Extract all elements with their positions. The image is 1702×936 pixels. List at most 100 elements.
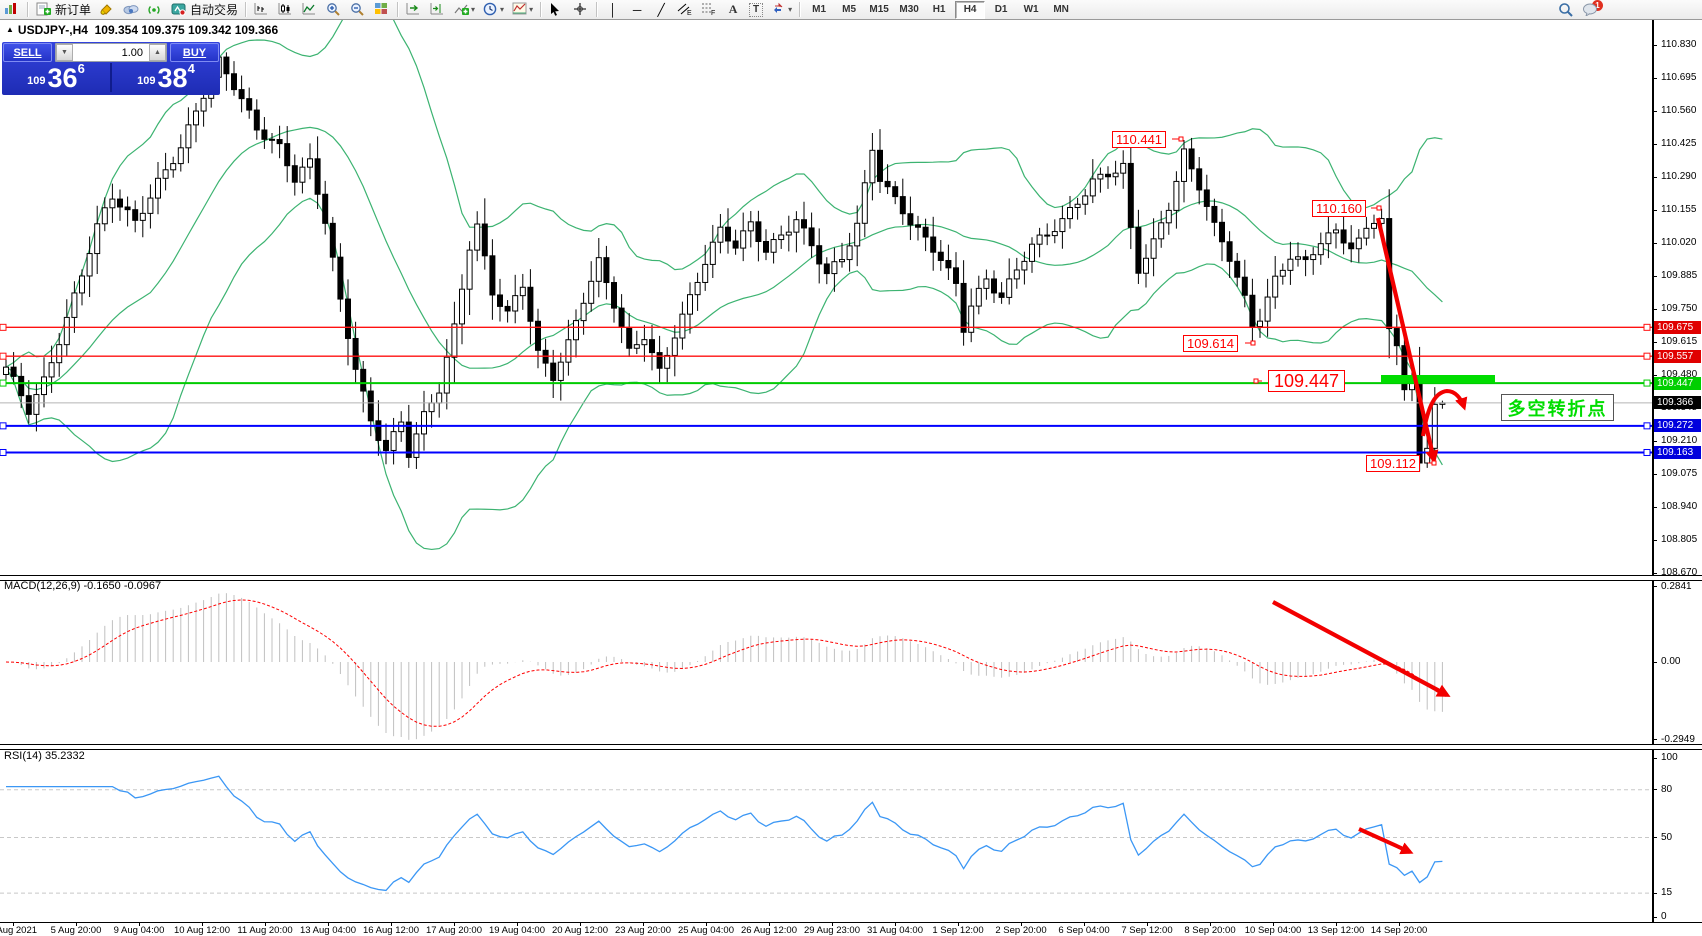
time-tick — [391, 923, 392, 926]
signals-button[interactable] — [144, 0, 166, 19]
line-anchor-left[interactable] — [0, 352, 7, 360]
annotation-arrows[interactable] — [1272, 217, 1468, 855]
chevron-down-icon[interactable]: ▾ — [500, 5, 505, 14]
chart-shift-button[interactable] — [427, 0, 449, 19]
tab-m15[interactable]: M15 — [869, 4, 889, 15]
charts-button[interactable] — [1, 0, 23, 19]
fibonacci-tool[interactable]: F — [698, 0, 720, 19]
line-anchor-right[interactable] — [1643, 352, 1651, 360]
line-anchor-right[interactable] — [1643, 422, 1651, 430]
auto-trading-button[interactable]: 自动交易 — [168, 0, 241, 19]
price-tick-label: 109.480 — [1661, 369, 1698, 380]
collapse-panel-icon[interactable]: ▲ — [6, 25, 14, 34]
price-tick-label: 109.210 — [1661, 435, 1698, 446]
chevron-down-icon[interactable]: ▾ — [471, 5, 476, 14]
toolbar-separator — [27, 2, 29, 17]
rsi-line — [6, 775, 1443, 892]
rsi-indicator-label: RSI(14) 35.2332 — [4, 750, 85, 762]
price-badge-109.447: 109.447 — [1654, 376, 1701, 390]
chart-title: ▲ USDJPY-,H4 109.354 109.375 109.342 109.… — [6, 23, 278, 37]
pane-splitter-macd[interactable] — [0, 575, 1702, 581]
volume-increase-button[interactable]: ▲ — [149, 44, 166, 61]
text-tool[interactable]: A — [722, 0, 744, 19]
line-anchor-right[interactable] — [1643, 448, 1651, 456]
sell-button[interactable]: SELL — [3, 43, 52, 62]
indicators-icon — [454, 2, 470, 17]
notifications-button[interactable]: 1 — [1579, 0, 1603, 19]
time-tick — [1084, 923, 1085, 926]
equidistant-channel-tool[interactable]: E — [674, 0, 696, 19]
tab-w1[interactable]: W1 — [1023, 4, 1039, 15]
templates-button[interactable]: ▾ — [509, 0, 536, 19]
styler-button[interactable] — [96, 0, 118, 19]
buy-price[interactable]: 109 38 4 — [113, 61, 219, 92]
sell-price-prefix: 109 — [27, 75, 46, 87]
zoom-out-button[interactable] — [347, 0, 369, 19]
rsi-arrow[interactable] — [1358, 827, 1414, 855]
tile-windows-button[interactable] — [371, 0, 393, 19]
price-tick-label: 109.615 — [1661, 336, 1698, 347]
auto-scroll-button[interactable] — [403, 0, 425, 19]
vertical-line-tool[interactable]: │ — [602, 0, 624, 19]
new-order-button[interactable]: 新订单 — [33, 0, 94, 19]
cursor-tool-button[interactable] — [546, 0, 568, 19]
price-label-109447[interactable]: 109.447 — [1268, 370, 1346, 392]
indicators-button[interactable]: ▾ — [451, 0, 478, 19]
price-label-110441[interactable]: 110.441 — [1112, 131, 1167, 148]
search-button[interactable] — [1555, 0, 1577, 19]
time-axis[interactable]: 4 Aug 2021 5 Aug 20:00 9 Aug 04:00 10 Aug 1… — [0, 922, 1702, 936]
sell-price[interactable]: 109 36 6 — [3, 61, 109, 92]
auto-trading-icon — [171, 2, 187, 17]
tab-m1[interactable]: M1 — [812, 4, 827, 15]
bounce-arrow[interactable] — [1421, 388, 1468, 437]
price-axis-border — [1652, 20, 1654, 922]
periods-button[interactable]: ▾ — [480, 0, 507, 19]
crosshair-tool-button[interactable] — [570, 0, 592, 19]
line-anchor-left[interactable] — [0, 448, 7, 456]
tab-h4[interactable]: H4 — [955, 0, 986, 19]
price-tick — [1652, 242, 1657, 244]
tab-mn[interactable]: MN — [1053, 4, 1069, 15]
signal-icon — [147, 2, 163, 17]
candlestick-chart-button[interactable] — [275, 0, 297, 19]
time-label: 10 Sep 04:00 — [1244, 925, 1302, 936]
pane-splitter-rsi[interactable] — [0, 744, 1702, 750]
bar-chart-button[interactable] — [251, 0, 273, 19]
line-anchor-right[interactable] — [1643, 323, 1651, 331]
horizontal-line-tool[interactable]: ─ — [626, 0, 648, 19]
arrows-tool[interactable]: ▾ — [768, 0, 795, 19]
rsi-tick-label: 80 — [1661, 783, 1673, 795]
volume-decrease-button[interactable]: ▼ — [56, 44, 73, 61]
macd-arrow[interactable] — [1272, 600, 1451, 697]
turning-point-note[interactable]: 多空转折点 — [1501, 394, 1614, 421]
tab-h1[interactable]: H1 — [932, 4, 946, 15]
line-anchor-right[interactable] — [1643, 379, 1651, 387]
support-highlight-rect[interactable] — [1381, 375, 1495, 383]
line-chart-button[interactable] — [299, 0, 321, 19]
price-badge-109.557: 109.557 — [1654, 349, 1701, 363]
line-anchor-left[interactable] — [0, 323, 7, 331]
price-label-109614[interactable]: 109.614 — [1183, 335, 1238, 352]
toolbar-separator — [596, 2, 599, 17]
volume-value[interactable]: 1.00 — [73, 44, 149, 61]
line-anchor-left[interactable] — [0, 422, 7, 430]
price-tick — [1652, 506, 1657, 508]
buy-button[interactable]: BUY — [170, 43, 219, 62]
zoom-in-button[interactable] — [323, 0, 345, 19]
text-label-tool[interactable]: T — [746, 0, 766, 19]
line-anchor-left[interactable] — [0, 379, 7, 387]
trendline-tool[interactable]: ╱ — [650, 0, 672, 19]
community-button[interactable] — [120, 0, 142, 19]
chevron-down-icon[interactable]: ▾ — [529, 5, 534, 14]
tab-m5[interactable]: M5 — [842, 4, 857, 15]
tab-m30[interactable]: M30 — [899, 4, 919, 15]
chevron-down-icon[interactable]: ▾ — [788, 5, 793, 14]
tab-d1[interactable]: D1 — [994, 4, 1008, 15]
toolbar-separator — [799, 2, 802, 17]
price-label-110160[interactable]: 110.160 — [1312, 200, 1367, 217]
price-tick — [1652, 176, 1657, 178]
notification-badge: 1 — [1592, 0, 1603, 11]
price-label-109112[interactable]: 109.112 — [1366, 455, 1421, 472]
time-label: 25 Aug 04:00 — [678, 925, 734, 936]
